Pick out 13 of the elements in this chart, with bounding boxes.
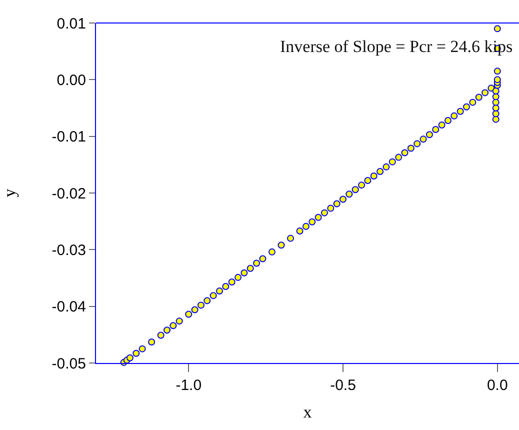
y-tick-label: -0.04 bbox=[52, 298, 86, 316]
y-tick-label: -0.03 bbox=[52, 242, 86, 259]
x-tick-label: -0.5 bbox=[330, 377, 356, 394]
annotation: Inverse of Slope = Pcr = 24.6 kips bbox=[280, 37, 513, 56]
y-tick-label: -0.05 bbox=[52, 355, 86, 372]
y-tick-label: -0.01 bbox=[52, 128, 86, 146]
x-tick-label: -1.0 bbox=[176, 377, 202, 394]
x-axis-title: x bbox=[303, 402, 312, 422]
y-tick-label: 0.01 bbox=[56, 15, 86, 32]
y-axis-title: y bbox=[0, 188, 19, 198]
y-tick-label: -0.02 bbox=[52, 185, 86, 202]
y-tick-label: 0.00 bbox=[56, 72, 86, 89]
x-tick-label: 0.0 bbox=[486, 377, 508, 394]
